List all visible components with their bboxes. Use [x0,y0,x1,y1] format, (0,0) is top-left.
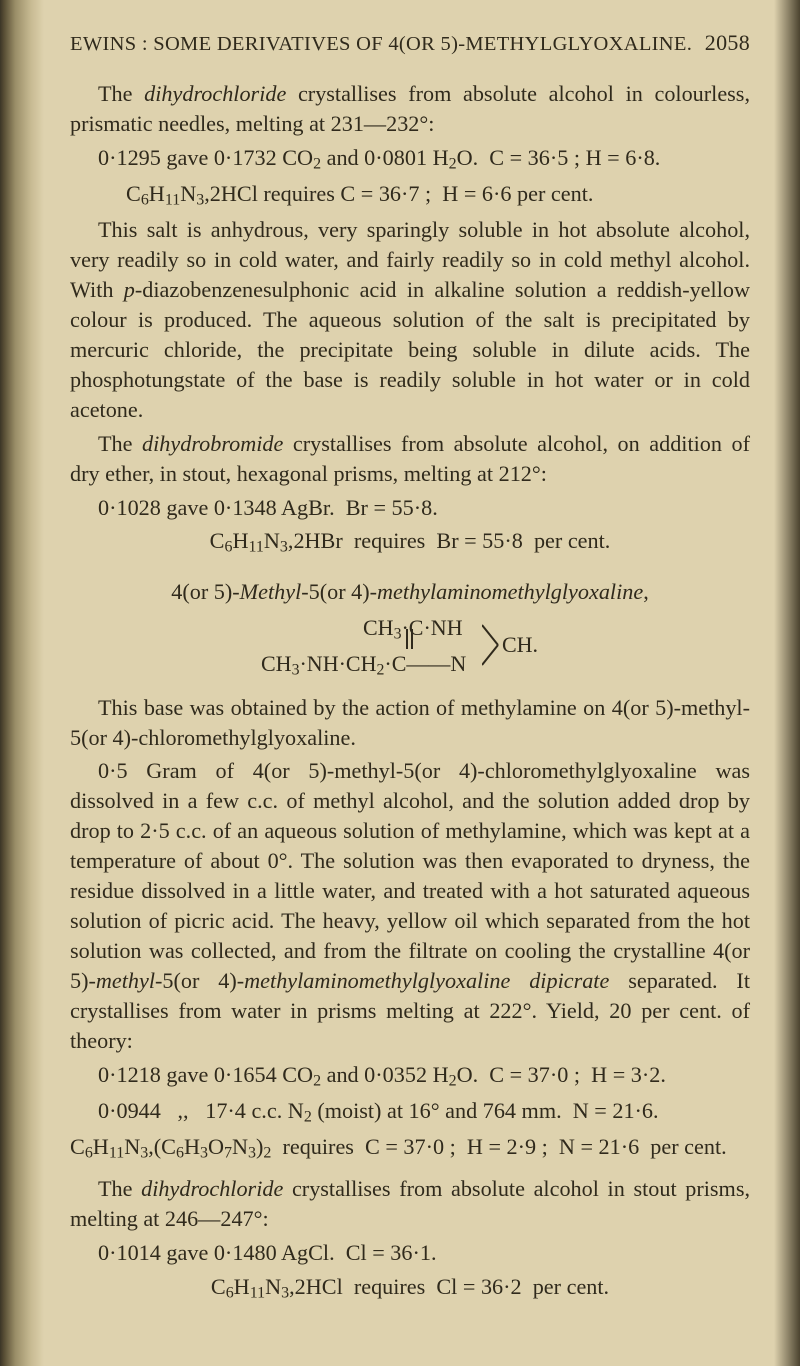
para-4: This salt is anhydrous, very sparingly s… [70,215,750,425]
formula-bottom-row: CH3·NH·CH2·C——N [261,649,466,681]
para-14: The dihydrochloride crystallises from ab… [70,1174,750,1234]
running-head: EWINS : SOME DERIVATIVES OF 4(OR 5)-METH… [70,28,750,59]
para-13: C6H11N3,(C6H3O7N3)2 requires C = 37·0 ; … [70,1132,750,1164]
para-2: 0·1295 gave 0·1732 CO2 and 0·0801 H2O. C… [70,143,750,175]
para-10: 0·5 Gram of 4(or 5)-methyl-5(or 4)-chlor… [70,756,750,1056]
formula-ch-label: CH. [502,630,538,660]
para-3: C6H11N3,2HCl requires C = 36·7 ; H = 6·6… [70,179,750,211]
formula-angle-bracket [482,623,500,667]
para-1: The dihydrochloride crystallises from ab… [70,79,750,139]
para-12: 0·0944 ,, 17·4 c.c. N2 (moist) at 16° an… [70,1096,750,1128]
para-6: 0·1028 gave 0·1348 AgBr. Br = 55·8. [70,493,750,523]
para-5: The dihydrobromide crystallises from abs… [70,429,750,489]
para-7: C6H11N3,2HBr requires Br = 55·8 per cent… [70,526,750,558]
page-content: EWINS : SOME DERIVATIVES OF 4(OR 5)-METH… [0,0,800,1328]
formula-double-bond [406,629,412,649]
running-head-left: EWINS : SOME DERIVATIVES OF 4(OR 5)-METH… [70,31,692,59]
para-8: 4(or 5)-Methyl-5(or 4)-methylaminomethyl… [70,577,750,607]
structural-formula: CH3·C·NH CH3·NH·CH2·C——N CH. [70,613,750,681]
para-11: 0·1218 gave 0·1654 CO2 and 0·0352 H2O. C… [70,1060,750,1092]
para-16: C6H11N3,2HCl requires Cl = 36·2 per cent… [70,1272,750,1304]
para-9: This base was obtained by the action of … [70,693,750,753]
page-number: 2058 [705,28,750,58]
para-15: 0·1014 gave 0·1480 AgCl. Cl = 36·1. [70,1238,750,1268]
